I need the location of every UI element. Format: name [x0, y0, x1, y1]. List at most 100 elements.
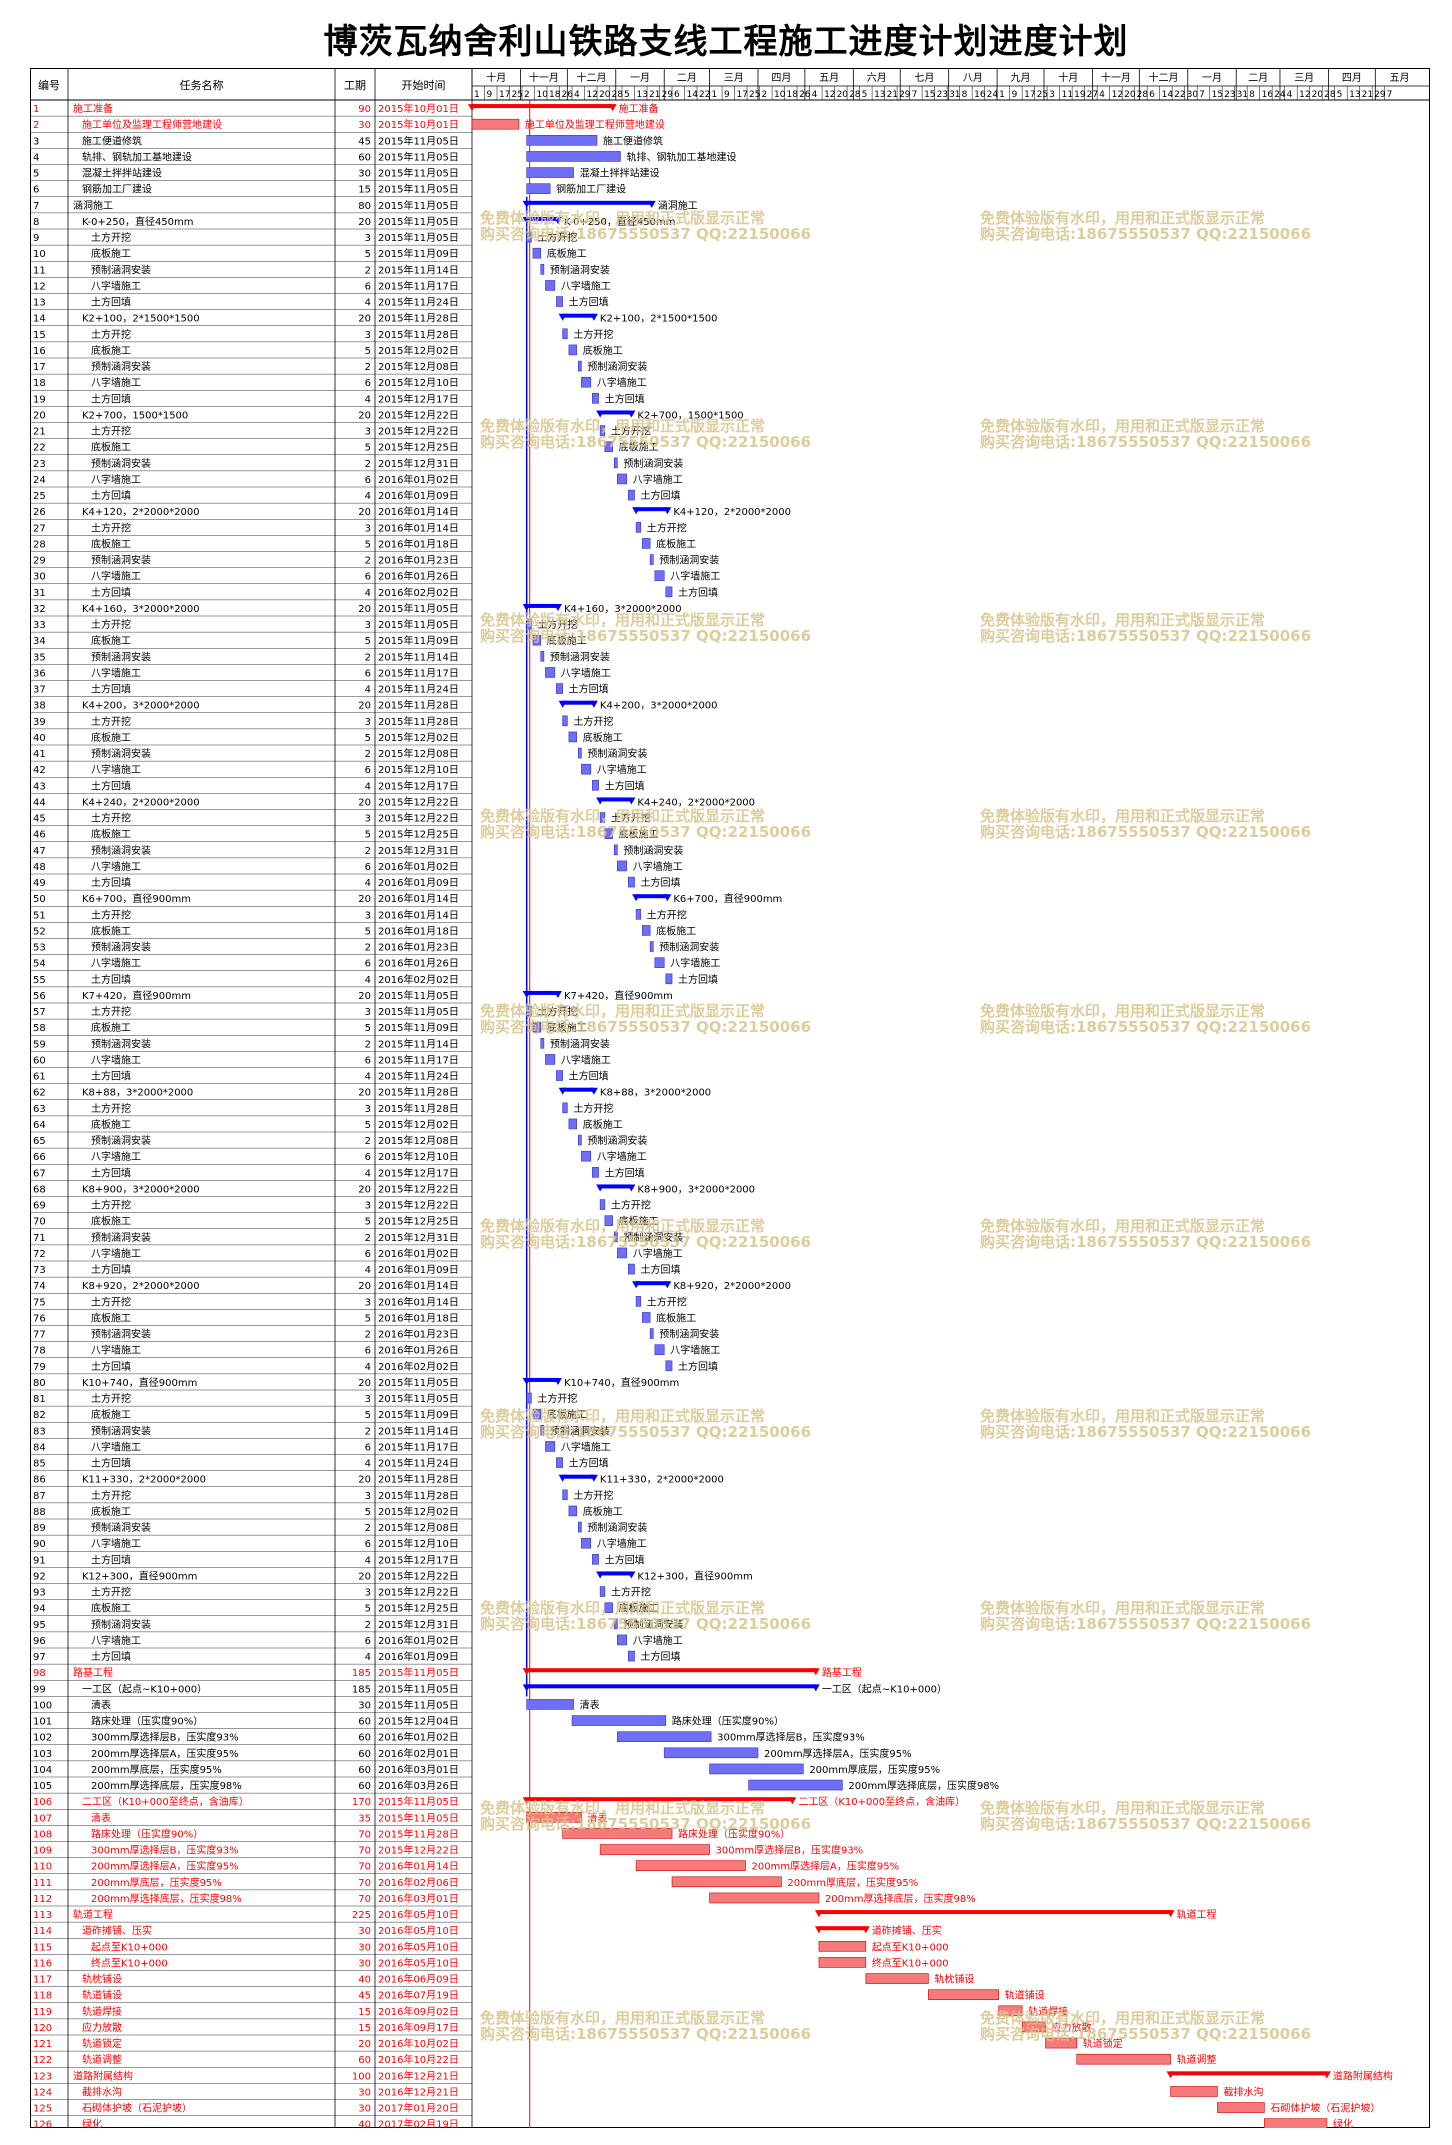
row-id: 71: [33, 1233, 46, 1244]
row-name: 八字墙施工: [91, 1344, 141, 1357]
tick-label: 10: [774, 90, 786, 100]
row-id: 11: [33, 265, 46, 276]
row-start: 2015年12月22日: [378, 1844, 459, 1857]
tick-label: 28: [612, 90, 624, 100]
month-label: 二月: [1248, 72, 1268, 84]
row-duration: 4: [365, 298, 371, 309]
row-start: 2015年12月02日: [378, 1118, 459, 1131]
summary-bar: [526, 1684, 816, 1689]
row-start: 2015年11月17日: [378, 1440, 459, 1453]
row-duration: 3: [365, 427, 371, 438]
row-start: 2015年10月01日: [378, 102, 459, 115]
row-start: 2015年11月28日: [378, 699, 459, 712]
row-duration: 70: [358, 1894, 371, 1905]
row-start: 2015年11月24日: [378, 1070, 459, 1083]
bar-label: 土方开挖: [573, 1489, 613, 1502]
bar-label: 终点至K10+000: [872, 1956, 949, 1969]
summary-bar: [562, 313, 594, 318]
bar-label: 截排水沟: [1223, 2085, 1263, 2098]
row-name: 底板施工: [91, 441, 131, 454]
task-bar: [540, 651, 545, 662]
row-name: 轨道铺设: [82, 1989, 122, 2002]
row-duration: 15: [358, 185, 371, 196]
row-duration: 5: [365, 539, 371, 550]
summary-cap-start: [814, 1926, 823, 1934]
month-label: 五月: [1390, 72, 1410, 84]
row-id: 93: [33, 1588, 46, 1599]
row-duration: 6: [365, 959, 371, 970]
summary-cap-end: [553, 603, 562, 611]
summary-cap-start: [1166, 2071, 1175, 2079]
row-id: 81: [33, 1394, 46, 1405]
summary-cap-end: [627, 1571, 636, 1579]
row-start: 2016年01月02日: [378, 473, 459, 486]
task-bar: [568, 344, 578, 356]
row-id: 13: [33, 298, 46, 309]
row-id: 18: [33, 378, 46, 389]
task-bar: [613, 844, 618, 856]
bar-label: 绿化: [1333, 2118, 1353, 2128]
row-id: 69: [33, 1201, 46, 1212]
row-name: 底板施工: [91, 1602, 131, 1615]
row-id: 4: [33, 152, 39, 163]
summary-cap-end: [627, 1184, 636, 1192]
summary-bar: [562, 700, 594, 705]
task-bar: [654, 570, 665, 581]
task-bar: [635, 1860, 746, 1871]
summary-cap-end: [627, 410, 636, 418]
bar-label: 底板施工: [583, 731, 623, 744]
row-name: 土方开挖: [91, 1586, 131, 1599]
row-name: 土方回填: [91, 296, 131, 309]
task-bar: [627, 1650, 635, 1662]
row-id: 40: [33, 733, 46, 744]
tick-label: 13: [1349, 90, 1360, 100]
row-duration: 6: [365, 1346, 371, 1357]
row-id: 6: [33, 185, 39, 196]
row-name: 八字墙施工: [91, 376, 141, 389]
task-bar: [627, 876, 635, 888]
tick-label: 28: [1324, 90, 1336, 100]
task-bar: [665, 973, 673, 985]
row-name: 八字墙施工: [91, 1053, 141, 1066]
row-name: 预制涵洞安装: [91, 1328, 151, 1341]
row-id: 51: [33, 910, 46, 921]
row-name: 轨道焊接: [82, 2005, 122, 2018]
row-start: 2015年11月14日: [378, 1037, 459, 1050]
row-name: 轨枕铺设: [82, 1973, 122, 1986]
row-name: 道路附属结构: [73, 2069, 133, 2082]
row-duration: 6: [365, 475, 371, 486]
row-id: 70: [33, 1217, 46, 1228]
summary-bar: [600, 797, 632, 802]
row-start: 2015年12月17日: [378, 1166, 459, 1179]
row-duration: 60: [358, 2055, 371, 2066]
row-name: 石砌体护坡（石泥护坡）: [82, 2102, 192, 2115]
task-bar: [562, 328, 568, 340]
task-bar: [562, 1828, 673, 1839]
row-id: 75: [33, 1297, 46, 1308]
bar-label: K8+900，3*2000*2000: [637, 1184, 755, 1195]
row-name: 200mm厚选择层A，压实度95%: [91, 1860, 239, 1873]
row-start: 2015年11月05日: [378, 150, 459, 163]
summary-bar: [562, 1474, 594, 1479]
row-start: 2015年12月08日: [378, 1134, 459, 1147]
tick-label: 4: [1287, 90, 1293, 100]
task-bar: [545, 1441, 556, 1452]
task-bar: [627, 1263, 635, 1275]
tick-label: 7: [1199, 90, 1205, 100]
row-id: 7: [33, 201, 39, 212]
row-start: 2015年11月05日: [378, 134, 459, 147]
row-name: 二工区（K10+000至终点，含油库）: [82, 1795, 249, 1808]
row-start: 2016年01月09日: [378, 876, 459, 889]
row-name: 底板施工: [91, 1311, 131, 1324]
task-bar: [532, 247, 542, 259]
row-name: 轨道工程: [73, 1908, 113, 1921]
tick-label: 9: [1012, 90, 1018, 100]
column-header-dur: 工期: [344, 79, 366, 92]
row-name: 施工单位及监理工程师营地建设: [82, 118, 222, 131]
tick-label: 6: [674, 90, 680, 100]
row-start: 2016年01月23日: [378, 941, 459, 954]
row-duration: 20: [358, 1184, 371, 1195]
row-name: 土方回填: [91, 489, 131, 502]
tick-label: 1: [474, 90, 480, 100]
row-id: 79: [33, 1362, 46, 1373]
